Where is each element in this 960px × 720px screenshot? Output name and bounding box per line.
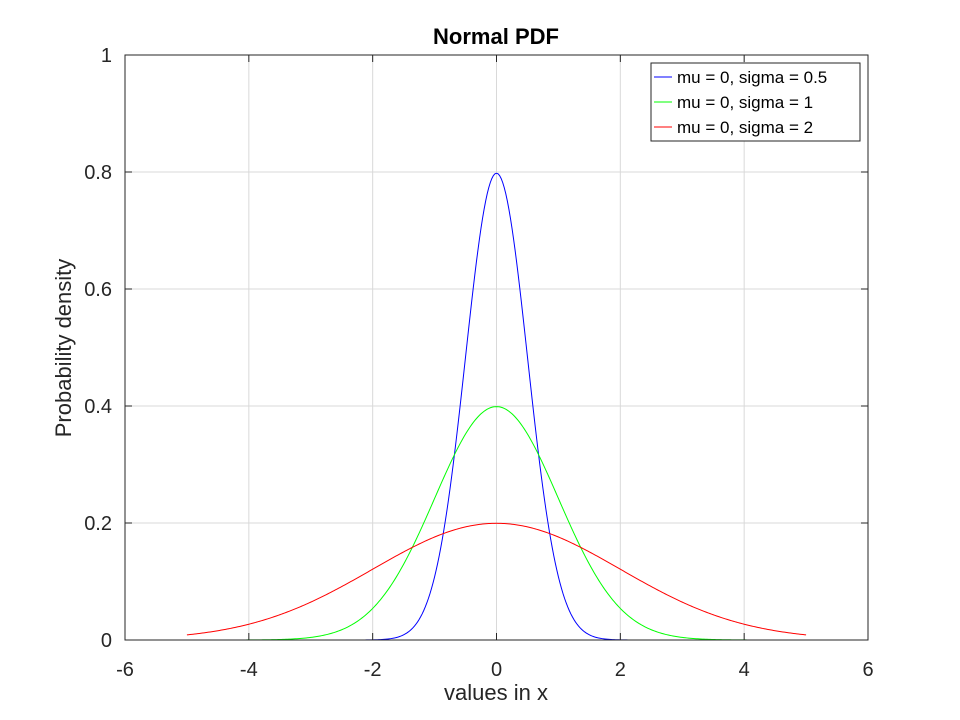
x-tick-label: -4 — [240, 659, 258, 681]
y-axis-label: Probability density — [51, 259, 76, 438]
y-tick-label: 0.4 — [84, 396, 112, 418]
x-tick-label: 0 — [491, 659, 502, 681]
y-tick-label: 0.2 — [84, 513, 112, 535]
x-axis-label: values in x — [444, 680, 548, 705]
x-tick-label: 2 — [615, 659, 626, 681]
y-tick-label: 1 — [101, 45, 112, 67]
y-tick-label: 0 — [101, 630, 112, 652]
x-tick-label: 6 — [862, 659, 873, 681]
x-tick-label: -2 — [364, 659, 382, 681]
legend-label-3: mu = 0, sigma = 2 — [677, 118, 813, 137]
legend: mu = 0, sigma = 0.5 mu = 0, sigma = 1 mu… — [650, 62, 861, 142]
y-tick-label: 0.6 — [84, 279, 112, 301]
series-line-2 — [186, 406, 807, 641]
legend-label-2: mu = 0, sigma = 1 — [677, 93, 813, 112]
legend-box — [650, 62, 861, 142]
x-tick-label: -6 — [116, 659, 134, 681]
y-tick-label: 0.8 — [84, 162, 112, 184]
legend-label-1: mu = 0, sigma = 0.5 — [677, 68, 827, 87]
chart-title: Normal PDF — [433, 24, 559, 49]
series-line-3 — [186, 522, 807, 636]
x-tick-group: -6 -4 -2 0 2 4 6 — [116, 55, 874, 681]
x-tick-label: 4 — [739, 659, 750, 681]
y-tick-group: 0 0.2 0.4 0.6 0.8 1 — [84, 45, 868, 652]
